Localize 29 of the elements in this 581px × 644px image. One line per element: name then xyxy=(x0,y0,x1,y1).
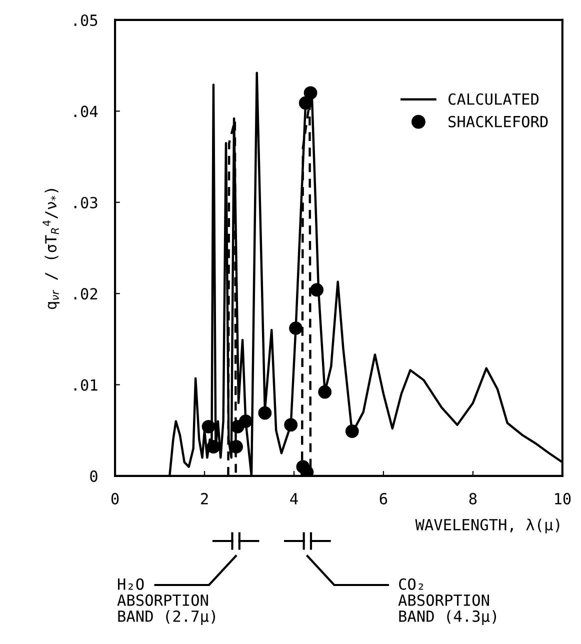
x-axis-title: WAVELENGTH, λ(μ) xyxy=(415,518,560,534)
point xyxy=(238,414,252,428)
point xyxy=(284,418,298,432)
y-tick-label: .03 xyxy=(74,196,98,208)
legend-label: SHACKLEFORD xyxy=(448,116,548,128)
point xyxy=(206,440,220,454)
x-tick-label: 8 xyxy=(469,492,477,504)
point xyxy=(310,283,324,297)
point xyxy=(318,385,332,399)
y-tick-label: 0 xyxy=(90,470,98,482)
x-tick-label: 6 xyxy=(380,492,388,504)
y-tick-label: .02 xyxy=(74,288,98,300)
point xyxy=(304,86,318,100)
x-tick-label: 0 xyxy=(111,492,119,504)
point xyxy=(258,406,272,420)
y-tick-label: .01 xyxy=(74,379,98,391)
legend-label: CALCULATED xyxy=(448,93,539,105)
y-tick-label: .05 xyxy=(74,14,98,26)
text: CO₂ ABSORPTION BAND (4.3μ) xyxy=(398,578,496,625)
text: H₂O ABSORPTION BAND (2.7μ) xyxy=(117,578,215,625)
point xyxy=(345,424,359,438)
x-tick-label: 4 xyxy=(290,493,298,504)
point xyxy=(289,321,302,335)
y-tick-label: .04 xyxy=(74,106,98,118)
x-tick-label: 10 xyxy=(555,492,571,504)
y-axis-title: q$_{νr}$ / (σT$_{R}$$^{4}$/ν$_{*}$) xyxy=(42,189,60,310)
point xyxy=(202,420,216,434)
point xyxy=(298,96,312,110)
x-tick-label: 2 xyxy=(201,492,208,504)
